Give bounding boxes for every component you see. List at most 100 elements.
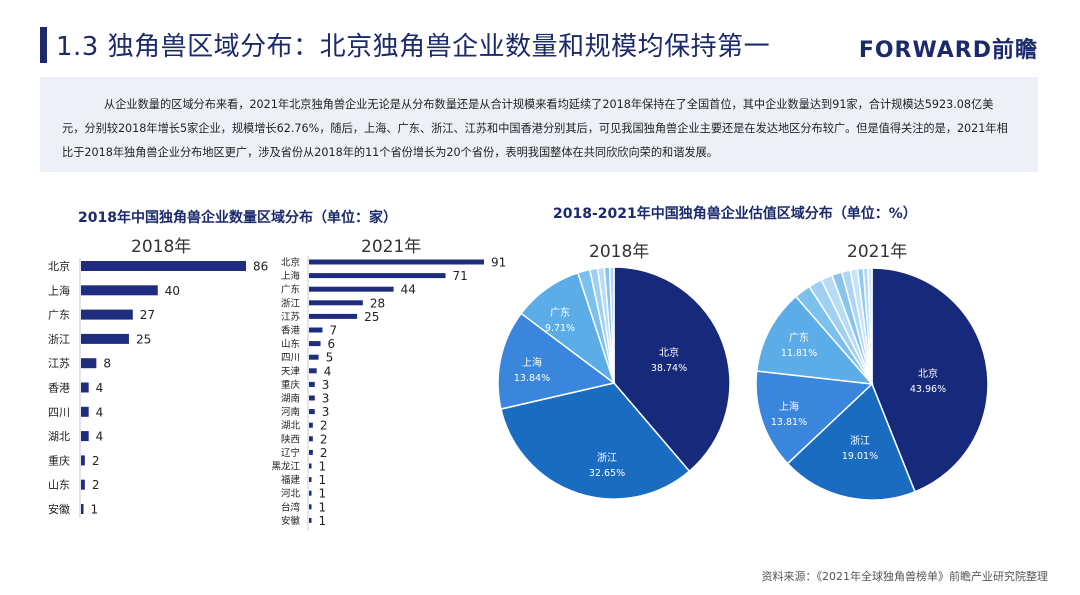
bar-2021-category-label: 河南 — [281, 406, 300, 418]
bar-2021-bar — [309, 422, 313, 428]
bar-2021-bar — [309, 368, 317, 374]
bar-2018-bar — [81, 479, 85, 490]
bar-2021-bar — [309, 504, 312, 510]
bar-2021-value-label: 2 — [320, 419, 328, 433]
pie-2021-slice-value: 19.01% — [842, 451, 878, 462]
pie-2018-slice — [500, 382, 691, 500]
bar-2021-category-label: 福建 — [281, 474, 301, 486]
bar-2018-value-label: 4 — [96, 430, 104, 444]
bar-2018-value-label: 27 — [140, 308, 155, 322]
bar-2021-value-label: 4 — [324, 364, 332, 378]
bar-2021-value-label: 3 — [322, 405, 330, 419]
bar-2018-category-label: 上海 — [48, 283, 70, 297]
pie-2018-year-label: 2018年 — [589, 242, 650, 262]
bar-2018-category-label: 江苏 — [48, 357, 70, 370]
bar-2018-bar — [81, 261, 246, 271]
bar-2021-bar — [309, 436, 313, 442]
pie-chart-title: 2018-2021年中国独角兽企业估值区域分布（单位：%） — [553, 206, 917, 222]
bar-2021-value-label: 91 — [491, 256, 506, 270]
bar-2021-bar — [309, 490, 312, 496]
pie-2021-slice-label: 广东 — [789, 331, 809, 344]
pie-2018-slice-value: 13.84% — [514, 373, 550, 384]
bar-2021-bar — [309, 449, 313, 455]
page-title: 1.3 独角兽区域分布：北京独角兽企业数量和规模均保持第一 — [56, 32, 771, 62]
bar-2021-bar — [309, 300, 363, 306]
bar-2021-value-label: 1 — [319, 514, 327, 528]
bar-2021-value-label: 2 — [320, 446, 328, 460]
bar-2018-value-label: 2 — [92, 454, 100, 468]
bar-2021-category-label: 辽宁 — [281, 447, 300, 459]
bar-2018-bar — [81, 358, 97, 369]
bar-2021-category-label: 台湾 — [281, 501, 301, 513]
bar-2021-bar — [309, 259, 484, 265]
pie-2021-slice-label: 上海 — [779, 400, 799, 413]
pie-2021-slice-label: 北京 — [918, 367, 938, 380]
bar-2021-bar — [309, 273, 446, 279]
bar-2018-bar — [81, 333, 129, 344]
bar-2018-category-label: 香港 — [48, 382, 70, 395]
bar-2021-category-label: 陕西 — [281, 433, 300, 445]
bar-2021-bar — [309, 327, 323, 333]
pie-2021-slice — [871, 267, 989, 493]
bar-2021-bar — [309, 381, 315, 387]
pie-2021-slice — [755, 295, 874, 385]
bar-2021-value-label: 2 — [320, 432, 328, 446]
bar-2021-category-label: 四川 — [281, 353, 300, 364]
title-accent-bar — [40, 27, 47, 63]
bar-2018-value-label: 86 — [253, 260, 268, 274]
pie-2021-slice-label: 浙江 — [850, 435, 870, 447]
bar-2018-value-label: 4 — [96, 405, 104, 419]
bar-2021-value-label: 71 — [453, 269, 468, 283]
bar-2021-value-label: 1 — [319, 473, 327, 487]
bar-2021-category-label: 香港 — [281, 325, 301, 337]
pie-2018-slice — [613, 266, 731, 473]
bar-2021-category-label: 山东 — [281, 338, 300, 350]
bar-2018-category-label: 山东 — [48, 479, 70, 492]
bar-2021-category-label: 广东 — [281, 284, 300, 296]
bar-2021-bar — [309, 477, 312, 483]
bar-2018-category-label: 北京 — [48, 259, 70, 273]
pie-2021-slice — [755, 370, 874, 465]
pie-2021-slice-value: 11.81% — [781, 348, 817, 359]
bar-2021-value-label: 6 — [328, 337, 336, 351]
pie-2018-slice-label: 广东 — [550, 306, 570, 319]
bar-2021-value-label: 25 — [364, 310, 379, 324]
bar-2021-bar — [309, 313, 358, 319]
bar-2021-category-label: 重庆 — [281, 379, 301, 391]
bar-2021-value-label: 3 — [322, 392, 330, 406]
pie-2018-slice-value: 32.65% — [589, 468, 625, 479]
bar-2018-category-label: 重庆 — [48, 453, 70, 467]
bar-2021-category-label: 安徽 — [281, 515, 301, 527]
pie-2021-slice — [786, 382, 916, 501]
bar-2021-category-label: 河北 — [281, 488, 301, 500]
bar-2018-category-label: 安徽 — [48, 502, 70, 516]
bar-2018-value-label: 40 — [165, 284, 180, 298]
pie-2018-slice-label: 北京 — [659, 346, 679, 359]
bar-2021-category-label: 江苏 — [281, 311, 301, 323]
bar-2018-value-label: 8 — [103, 357, 111, 371]
bar-2018-value-label: 4 — [96, 381, 104, 395]
bar-2021-category-label: 浙江 — [281, 297, 301, 309]
pie-2018-slice — [608, 266, 615, 384]
bar-chart-2018-year-label: 2018年 — [131, 237, 192, 257]
bar-2021-category-label: 北京 — [281, 257, 300, 269]
bar-2021-category-label: 上海 — [281, 270, 301, 282]
bar-2021-bar — [309, 354, 319, 360]
bar-2018-bar — [81, 382, 89, 393]
bar-2018-bar — [81, 431, 89, 442]
source-note: 资料来源：《2021年全球独角兽榜单》前瞻产业研究院整理 — [761, 570, 1049, 583]
pie-2018-slice-label: 上海 — [522, 356, 542, 369]
pie-2021-year-label: 2021年 — [847, 242, 908, 262]
bar-2018-category-label: 广东 — [48, 309, 70, 322]
bar-2018-value-label: 25 — [136, 332, 151, 346]
intro-paragraph: 从企业数量的区域分布来看，2021年北京独角兽企业无论是从分布数量还是从合计规模… — [40, 77, 1038, 172]
pie-2021-slice — [867, 267, 873, 385]
pie-2018-slice-value: 38.74% — [651, 363, 687, 374]
bar-chart-2021-year-label: 2021年 — [361, 237, 422, 257]
bar-2021-bar — [309, 341, 321, 347]
bar-2018-bar — [81, 504, 84, 514]
bar-2018-bar — [81, 406, 89, 417]
bar-2021-bar — [309, 409, 315, 415]
bar-2018-bar — [81, 455, 85, 466]
